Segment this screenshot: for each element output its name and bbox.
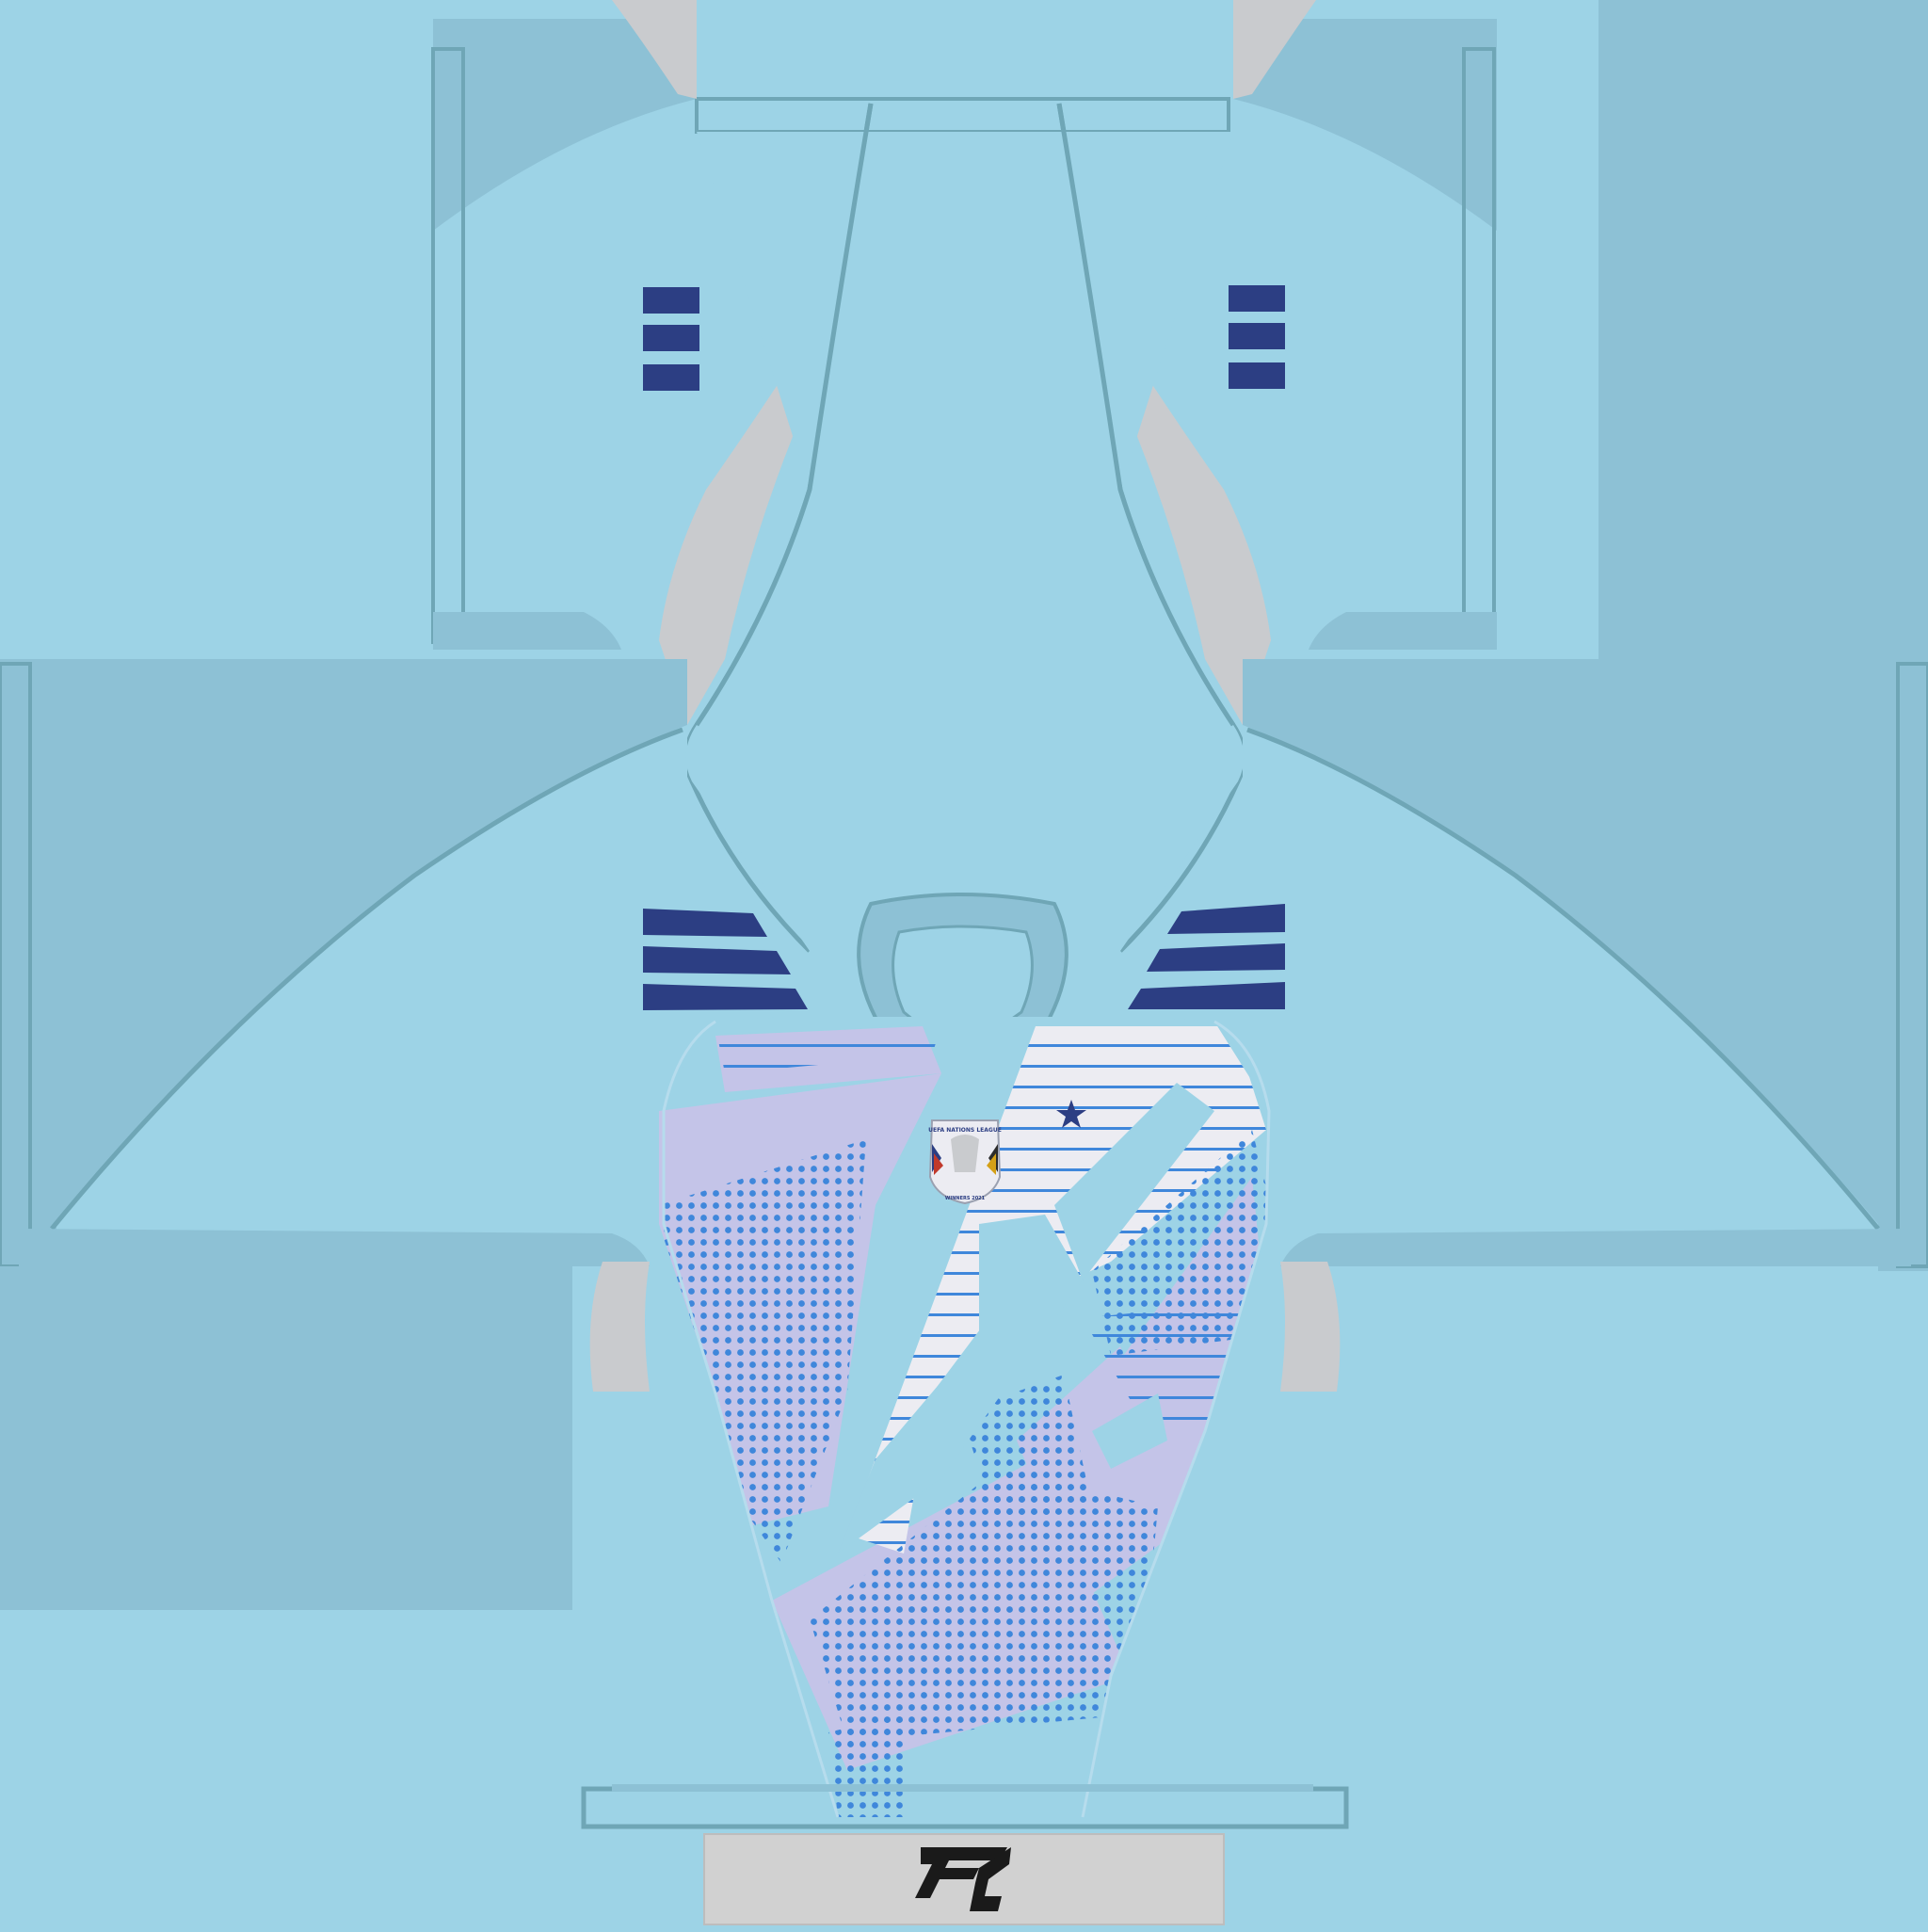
outer-left-top <box>0 0 331 659</box>
fc-logo-icon <box>915 1847 1011 1911</box>
star-icon <box>1056 1100 1086 1128</box>
left-sleeve <box>0 659 687 1610</box>
shoulder-stripes <box>643 904 1285 1010</box>
right-sleeve <box>1243 659 1928 1271</box>
back-body-panel <box>685 132 1245 951</box>
upper-stripes <box>643 285 1285 391</box>
upper-right-panel <box>1233 19 1497 650</box>
badge-title: UEFA NATIONS LEAGUE <box>928 1127 1002 1134</box>
right-gusset-lower <box>1280 1262 1341 1392</box>
badge-subtitle: WINNERS 2021 <box>945 1196 986 1201</box>
left-gusset-lower <box>589 1262 650 1392</box>
logo-plate <box>703 1833 1225 1925</box>
right-sleeve-cuff <box>1896 662 1928 1268</box>
outer-right-top <box>1599 0 1928 659</box>
upper-left-panel <box>331 0 699 650</box>
nations-league-badge: UEFA NATIONS LEAGUE WINNERS 2021 <box>928 1119 1002 1205</box>
trophy-icon <box>951 1135 979 1172</box>
bottom-hem <box>581 1784 1349 1829</box>
